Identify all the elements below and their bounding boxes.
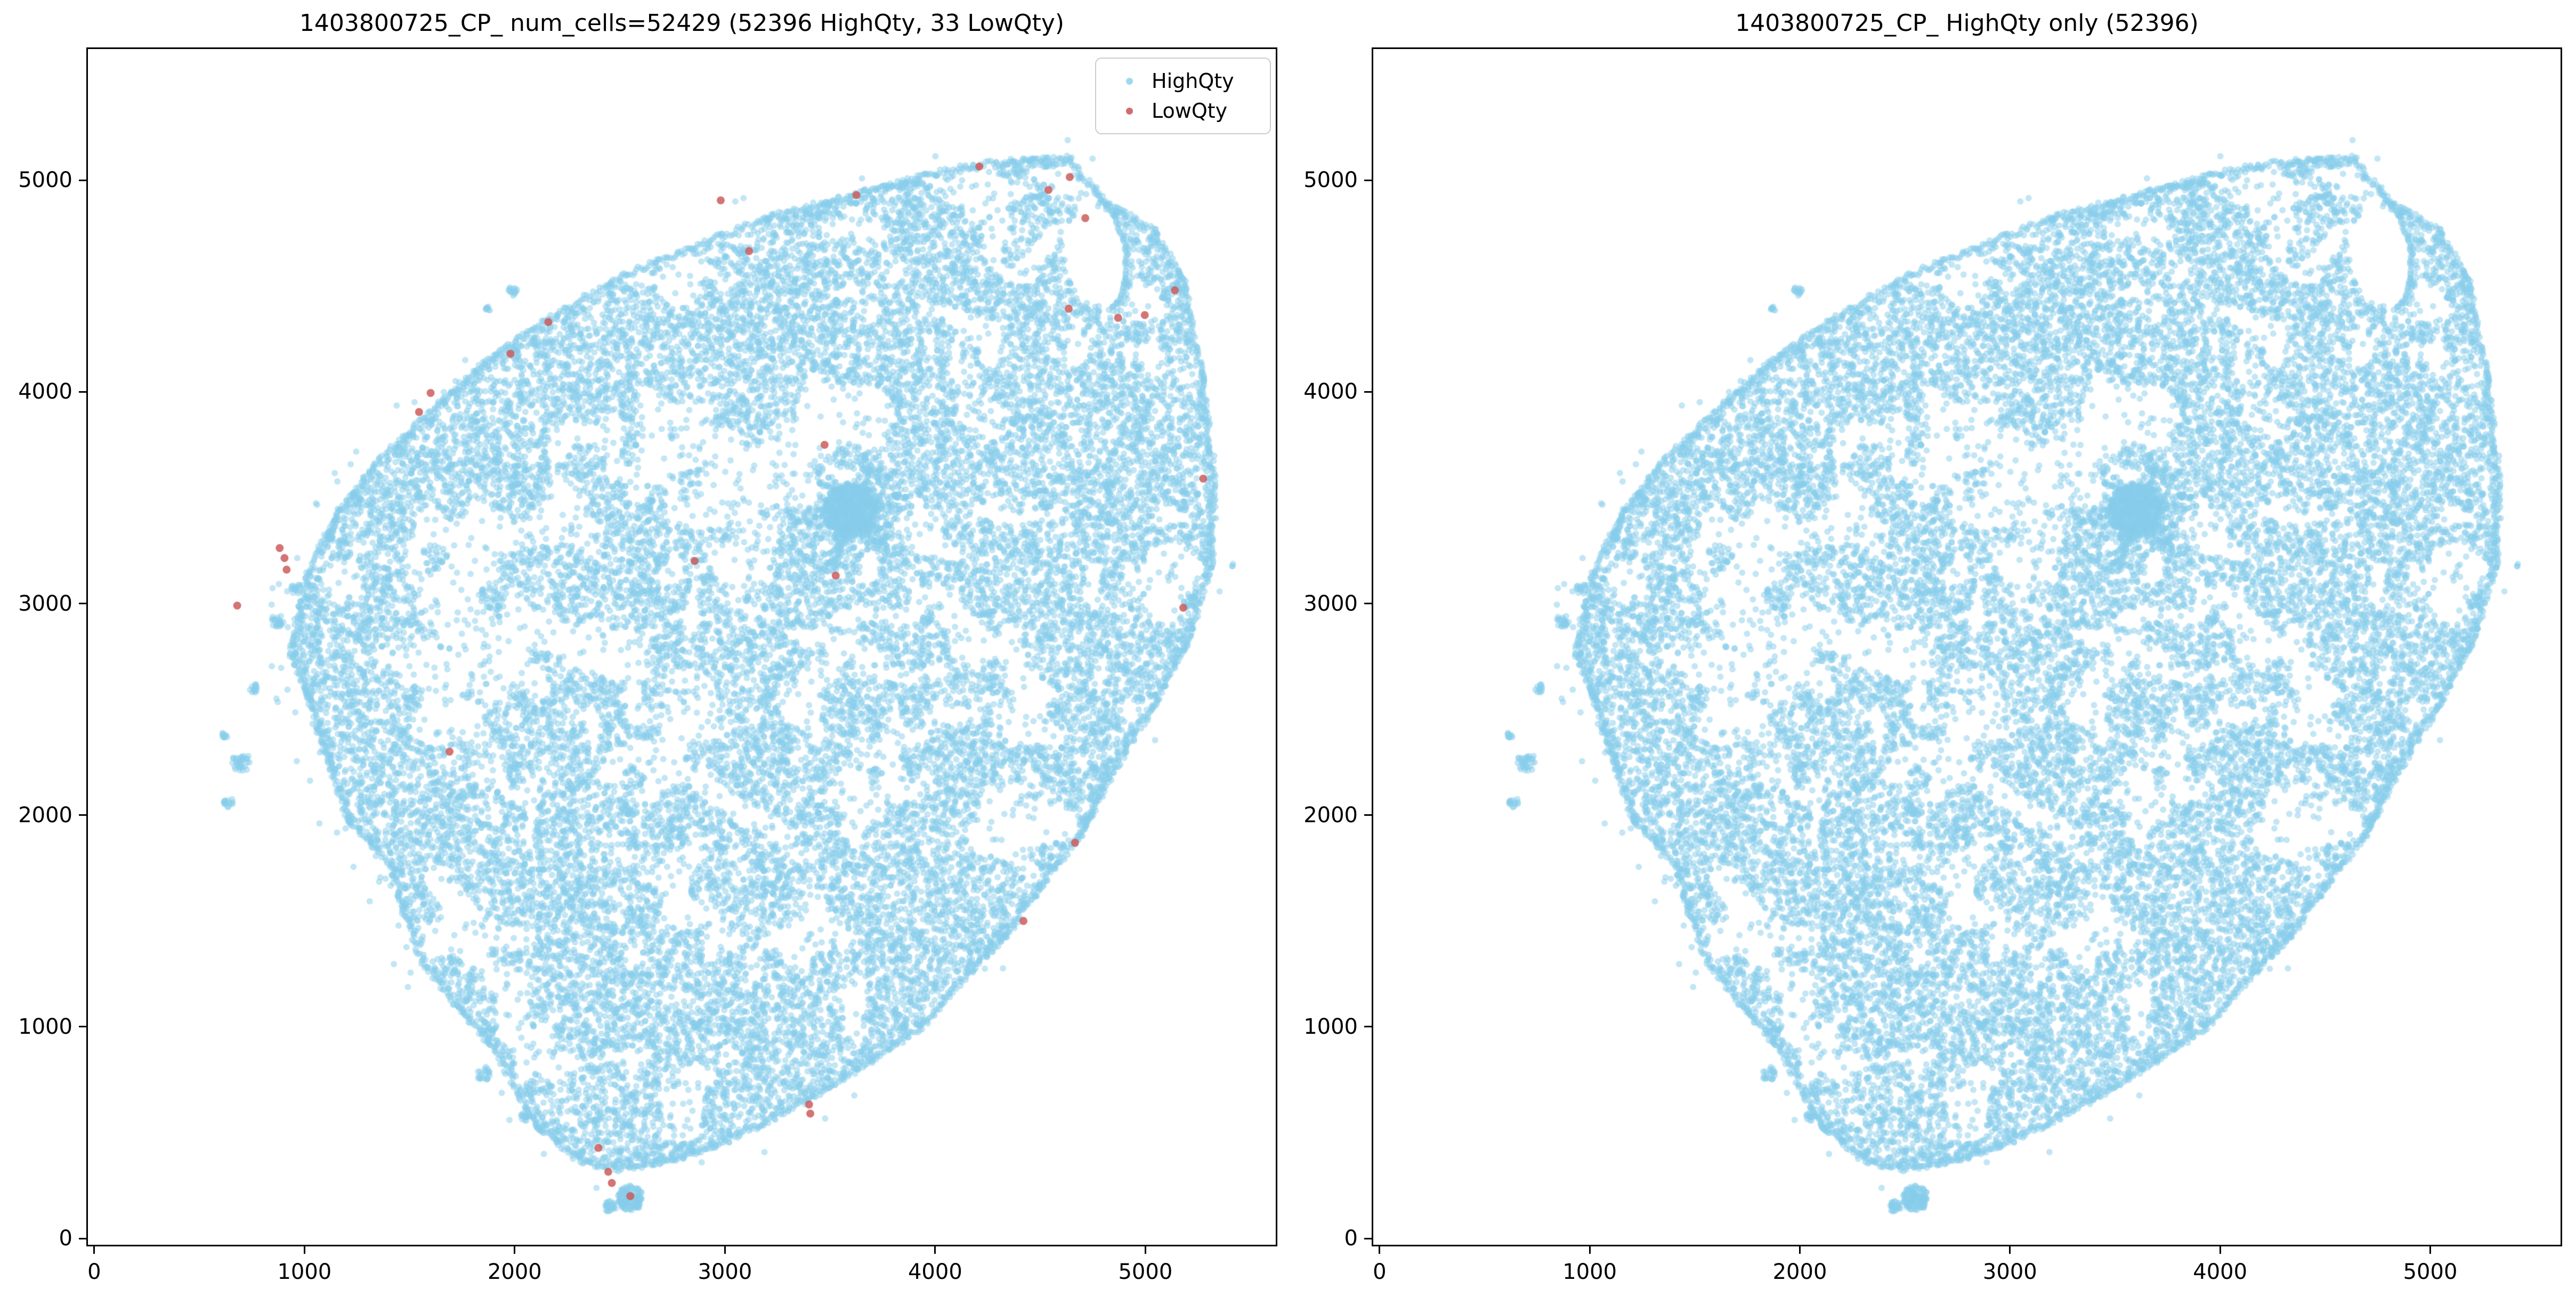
y-tick-mark [1364,1026,1372,1028]
y-tick-mark [1364,179,1372,181]
y-tick-mark [1364,391,1372,393]
y-tick-label: 0 [1344,1226,1358,1251]
legend: HighQty LowQty [1095,58,1271,134]
x-tick-mark [2429,1246,2431,1254]
y-tick-mark [79,391,86,393]
y-tick-mark [1364,1237,1372,1239]
x-tick-label: 4000 [908,1260,962,1284]
y-tick-mark [79,603,86,605]
right-axes [1372,47,2562,1246]
y-tick-mark [1364,603,1372,605]
y-tick-mark [79,814,86,816]
right-plot-title: 1403800725_CP_ HighQty only (52396) [1735,10,2199,37]
x-tick-label: 1000 [1562,1260,1617,1284]
x-tick-label: 0 [87,1260,101,1284]
x-tick-label: 1000 [277,1260,332,1284]
x-tick-mark [303,1246,305,1254]
x-tick-mark [1144,1246,1146,1254]
x-tick-mark [1589,1246,1591,1254]
x-tick-mark [514,1246,516,1254]
y-tick-label: 1000 [1303,1014,1358,1039]
x-tick-label: 2000 [1772,1260,1827,1284]
x-tick-label: 5000 [1118,1260,1173,1284]
highqty-legend-label: HighQty [1152,69,1234,93]
y-tick-label: 4000 [18,379,72,404]
y-tick-label: 3000 [1303,591,1358,616]
legend-row-highqty: HighQty [1107,66,1256,96]
highqty-marker-icon [1125,77,1133,85]
y-tick-label: 2000 [18,802,72,828]
legend-handle [1107,107,1152,115]
y-tick-label: 5000 [1303,168,1358,193]
y-tick-label: 1000 [18,1014,72,1039]
y-tick-mark [1364,814,1372,816]
x-tick-mark [724,1246,726,1254]
left-axes [86,47,1277,1246]
x-tick-mark [2009,1246,2011,1254]
y-tick-mark [79,179,86,181]
x-tick-mark [1379,1246,1381,1254]
x-tick-mark [93,1246,95,1254]
y-tick-mark [79,1026,86,1028]
left-plot-title: 1403800725_CP_ num_cells=52429 (52396 Hi… [299,10,1065,37]
x-tick-label: 4000 [2193,1260,2248,1284]
y-tick-label: 0 [59,1226,72,1251]
y-tick-label: 3000 [18,591,72,616]
y-tick-label: 4000 [1303,379,1358,404]
x-tick-label: 2000 [487,1260,542,1284]
legend-row-lowqty: LowQty [1107,96,1256,126]
legend-handle [1107,77,1152,85]
x-tick-label: 3000 [1982,1260,2037,1284]
x-tick-label: 0 [1373,1260,1387,1284]
lowqty-marker-icon [1125,107,1133,115]
left-scatter-canvas [88,49,1276,1245]
x-tick-mark [2219,1246,2221,1254]
y-tick-label: 2000 [1303,802,1358,828]
right-scatter-canvas [1373,49,2561,1245]
x-tick-mark [1799,1246,1801,1254]
y-tick-label: 5000 [18,168,72,193]
y-tick-mark [79,1237,86,1239]
x-tick-label: 3000 [698,1260,752,1284]
lowqty-legend-label: LowQty [1152,99,1228,123]
x-tick-label: 5000 [2403,1260,2458,1284]
x-tick-mark [934,1246,936,1254]
